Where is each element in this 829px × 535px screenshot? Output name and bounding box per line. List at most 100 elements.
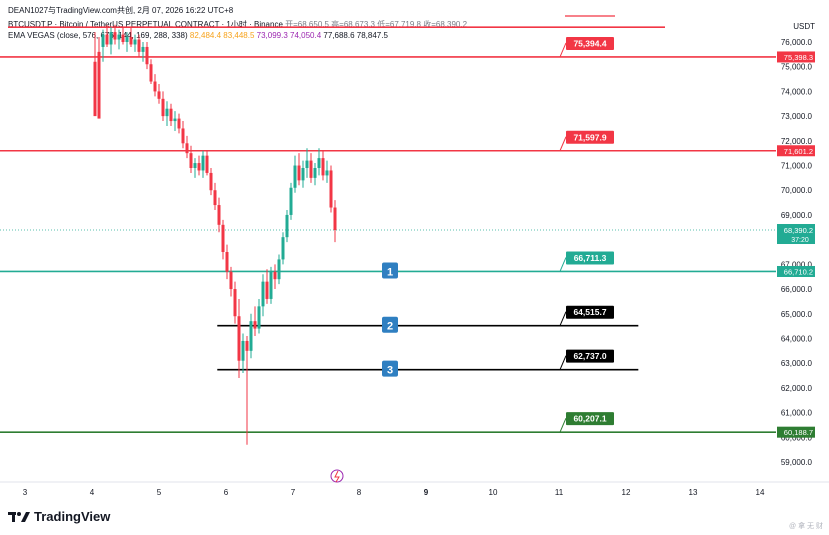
level-64515-label: 64,515.7 — [573, 307, 606, 317]
indicator-value: 78,847.5 — [354, 31, 388, 40]
level-66711-axis-box — [777, 265, 815, 277]
candle-body — [177, 118, 181, 129]
indicator-line: EMA VEGAS (close, 576, 676, 144, 169, 28… — [8, 31, 388, 40]
level-75394-axis-box — [777, 51, 815, 63]
marker-2-box — [382, 316, 398, 333]
candle-body — [145, 46, 149, 65]
level-75394-axis-label: 75,398.3 — [784, 53, 813, 62]
candle-body — [333, 207, 337, 231]
candle-body — [193, 163, 197, 168]
level-75394-label: 75,394.4 — [573, 38, 606, 48]
indicator-value: 77,688.6 — [321, 31, 355, 40]
candle-body — [165, 108, 169, 117]
candle-body — [105, 34, 109, 45]
lightning-icon — [330, 469, 344, 483]
lightning-bolt-icon — [334, 470, 340, 483]
price-axis-label: 70,000.0 — [781, 186, 813, 195]
candle-body — [109, 32, 113, 45]
price-axis-label: 66,000.0 — [781, 285, 813, 294]
candle-body — [249, 321, 253, 351]
candle-body — [117, 34, 121, 40]
level-60207-label: 60,207.1 — [573, 414, 606, 424]
price-axis-label: 67,000.0 — [781, 260, 813, 269]
watermark: @ 拿 无 财 — [789, 523, 823, 530]
candle-body — [233, 289, 237, 317]
time-axis-label: 10 — [489, 488, 498, 497]
candle-body — [321, 158, 325, 176]
price-axis-label: 69,000.0 — [781, 211, 813, 220]
indicator-value: 74,050.4 — [287, 31, 322, 40]
candle-body — [325, 170, 329, 176]
brand-name: TradingView — [34, 509, 111, 524]
level-64515-label-box — [566, 305, 614, 319]
candle-body — [213, 190, 217, 206]
current-price-label: 68,390.2 — [784, 226, 813, 235]
candle-body — [237, 316, 241, 361]
candle-body — [285, 214, 289, 238]
price-axis-label: 75,000.0 — [781, 63, 813, 72]
level-75394-label-box — [566, 36, 614, 50]
indicator-value: 73,099.3 — [254, 31, 288, 40]
candle-body — [301, 168, 305, 181]
candle-body — [229, 271, 233, 290]
symbol-line: BTCUSDT.P · Bitcoin / TetherUS PERPETUAL… — [8, 19, 467, 30]
level-62737-label-box — [566, 349, 614, 363]
time-axis-label: 4 — [90, 488, 95, 497]
candle-body — [217, 205, 221, 225]
candle-body — [305, 160, 309, 168]
tradingview-logo: TradingView — [8, 509, 110, 524]
level-71597-label-box — [566, 130, 614, 144]
candle-body — [153, 81, 157, 92]
price-axis-label: 62,000.0 — [781, 384, 813, 393]
candle-body — [297, 165, 301, 181]
time-axis-label: 8 — [357, 488, 362, 497]
candle-body — [273, 271, 277, 280]
symbol-info: BTCUSDT.P · Bitcoin / TetherUS PERPETUAL… — [8, 20, 283, 29]
candle-body — [209, 172, 213, 191]
candle-body — [121, 34, 125, 42]
level-64515-pointer — [559, 311, 567, 326]
level-60207-axis-box — [777, 426, 815, 438]
price-axis-label: 63,000.0 — [781, 359, 813, 368]
candle-body — [113, 32, 117, 40]
level-71597-axis-box — [777, 145, 815, 157]
candle-body — [125, 37, 129, 42]
candle-body — [277, 259, 281, 280]
currency-label: USDT — [793, 22, 815, 31]
candle-body — [173, 118, 177, 122]
candle-body — [93, 61, 97, 117]
time-axis-label: 9 — [424, 488, 429, 497]
level-62737-label: 62,737.0 — [573, 351, 606, 361]
candle-body — [261, 281, 265, 307]
candle-body — [169, 108, 173, 122]
candle-body — [281, 237, 285, 260]
price-axis-label: 76,000.0 — [781, 38, 813, 47]
level-75394-pointer — [559, 42, 567, 58]
candle-body — [141, 46, 145, 52]
price-axis-label: 65,000.0 — [781, 310, 813, 319]
ohlc-values: 开=68,650.5 高=68,673.3 低=67,719.8 收=68,39… — [285, 20, 468, 29]
candle-body — [97, 51, 101, 119]
tradingview-logo-icon — [8, 511, 30, 522]
candle-body — [293, 165, 297, 188]
price-axis-label: 72,000.0 — [781, 137, 813, 146]
level-60207-axis-label: 60,188.7 — [784, 428, 813, 437]
level-66711-label-box — [566, 251, 614, 265]
candle-body — [157, 91, 161, 99]
indicator-value: 82,484.4 — [189, 31, 222, 40]
marker-1-label: 1 — [387, 266, 393, 278]
level-66711-axis-label: 66,710.2 — [784, 267, 813, 276]
price-axis-label: 59,000.0 — [781, 458, 813, 467]
time-axis-label: 6 — [224, 488, 229, 497]
indicator-values: 82,484.4 83,448.5 73,099.3 74,050.4 77,6… — [190, 31, 388, 40]
countdown-label: 37:20 — [791, 237, 809, 244]
candle-body — [181, 128, 185, 144]
time-axis-label: 12 — [622, 488, 631, 497]
price-axis-label: 60,000.0 — [781, 433, 813, 442]
time-axis-label: 14 — [756, 488, 765, 497]
candle-body — [257, 306, 261, 329]
candle-body — [161, 98, 165, 117]
price-axis-label: 71,000.0 — [781, 162, 813, 171]
price-axis-label: 74,000.0 — [781, 87, 813, 96]
